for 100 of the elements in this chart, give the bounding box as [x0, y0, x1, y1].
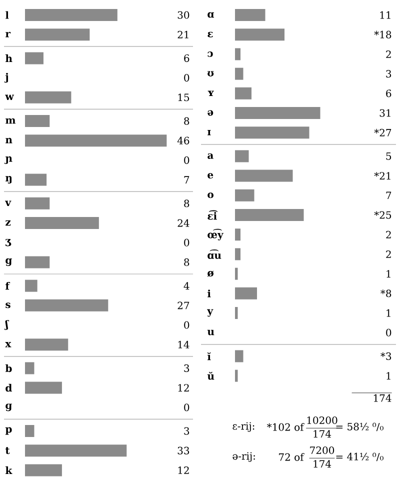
y-tick-label: ʒ: [6, 238, 12, 246]
y-tick-label: œ͡y: [208, 228, 224, 240]
y-tick-label: z: [6, 220, 11, 226]
y-tick-label: ʃ: [4, 320, 10, 330]
text: 174: [314, 460, 332, 468]
y-tick-label: s: [6, 302, 10, 308]
y-tick-label: ɑ͡u: [208, 249, 222, 259]
data-label: 2: [386, 250, 391, 258]
text: = 41½ ⁰/₀: [336, 452, 384, 462]
bar: [235, 150, 249, 162]
text: 7200: [310, 446, 334, 454]
bar: [235, 248, 240, 260]
y-tick-label: ɲ: [4, 156, 12, 164]
y-tick-label: n: [6, 138, 12, 144]
text: *102 of: [266, 423, 304, 431]
data-label: 11: [380, 11, 390, 19]
y-tick-label: ĭ: [207, 352, 211, 360]
data-label: 0: [184, 321, 190, 329]
y-tick-label: m: [6, 118, 16, 124]
data-label: 7: [386, 192, 392, 200]
bar: [235, 126, 310, 139]
data-label: 31: [380, 109, 390, 117]
data-label: 24: [178, 219, 190, 227]
y-tick-label: r: [5, 32, 11, 38]
y-tick-label: b: [5, 364, 12, 372]
data-label: *3: [380, 352, 392, 360]
bar: [235, 306, 238, 319]
data-label: 0: [184, 238, 190, 246]
data-label: *27: [374, 128, 392, 136]
bar: [235, 28, 284, 41]
data-label: 2: [386, 230, 391, 238]
y-tick-label: a: [208, 153, 214, 159]
data-label: 0: [386, 328, 392, 336]
data-label: 12: [178, 466, 189, 474]
y-tick-label: i: [208, 290, 211, 298]
data-label: 3: [386, 70, 392, 78]
text: = 58½ ⁰/₀: [336, 422, 384, 432]
y-tick-label: ɡ: [6, 404, 12, 412]
data-label: 3: [184, 364, 190, 372]
y-tick-label: h: [6, 54, 12, 62]
y-tick-label: p: [5, 427, 12, 435]
data-label: 1: [386, 309, 390, 317]
y-tick-label: g: [6, 258, 12, 266]
data-label: 1: [386, 270, 390, 278]
y-tick-label: ʏ: [208, 90, 214, 96]
data-label: *25: [374, 211, 392, 219]
data-label: 3: [184, 427, 190, 435]
data-label: 8: [184, 258, 190, 266]
bar: [235, 87, 252, 100]
text: 174: [374, 394, 392, 402]
bar: [235, 68, 244, 80]
bar: [235, 189, 254, 202]
data-label: 4: [184, 282, 190, 290]
y-tick-label: f: [6, 282, 10, 290]
bar: [235, 8, 266, 21]
y-tick-label: ŭ: [207, 372, 214, 380]
data-label: 46: [177, 136, 190, 144]
data-label: 14: [178, 340, 190, 348]
y-tick-label: ŋ: [6, 176, 12, 184]
text: ə-rij:: [232, 452, 255, 462]
y-tick-label: e: [208, 173, 214, 179]
y-tick-label: ɛ͡i: [208, 210, 218, 220]
bar: [235, 209, 304, 221]
text: 10200: [307, 416, 338, 424]
y-tick-label: t: [5, 447, 10, 454]
y-tick-label: ɪ: [208, 130, 211, 136]
text: 72 of: [279, 453, 304, 461]
data-label: 0: [184, 74, 190, 82]
y-tick-label: u: [207, 330, 214, 336]
data-label: 5: [386, 152, 392, 160]
y-tick-label: ɛ: [208, 32, 213, 38]
data-label: 33: [178, 446, 190, 454]
data-label: 8: [184, 200, 190, 208]
y-tick-label: v: [5, 200, 12, 206]
bar: [235, 107, 320, 119]
y-tick-label: j: [4, 72, 8, 83]
bar: [235, 48, 240, 60]
data-label: *21: [374, 172, 390, 180]
y-tick-label: k: [6, 466, 12, 474]
y-tick-label: ɔ: [208, 51, 213, 57]
text: ɛ-rij:: [232, 422, 254, 432]
y-tick-label: w: [5, 94, 14, 100]
y-tick-label: l: [6, 11, 9, 19]
data-label: 0: [184, 404, 190, 412]
y-tick-label: ø: [207, 270, 214, 277]
y-tick-label: ʊ: [208, 71, 214, 76]
y-tick-label: y: [207, 309, 214, 317]
y-tick-label: x: [5, 342, 12, 348]
y-tick-label: d: [6, 384, 12, 392]
data-label: 21: [178, 30, 188, 38]
data-label: *18: [374, 30, 392, 38]
bar: [235, 170, 293, 182]
data-label: 30: [178, 11, 190, 19]
data-label: 12: [178, 384, 189, 392]
data-label: 15: [178, 94, 190, 102]
bar: [235, 287, 257, 300]
data-label: 6: [386, 90, 392, 98]
y-tick-label: ə: [208, 110, 214, 116]
data-label: 1: [386, 372, 390, 380]
data-label: 7: [184, 176, 190, 184]
